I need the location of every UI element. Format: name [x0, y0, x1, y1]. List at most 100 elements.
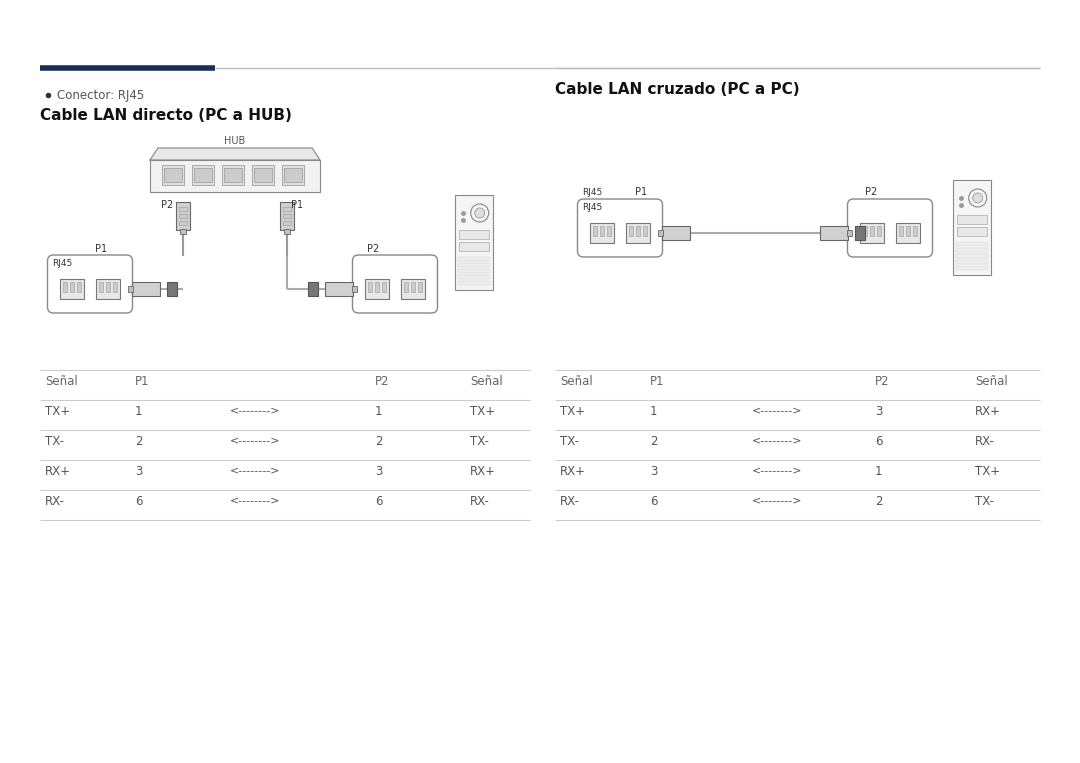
Bar — [458, 257, 490, 261]
Bar — [283, 214, 291, 218]
Text: 2: 2 — [375, 435, 382, 448]
Bar — [284, 168, 302, 182]
Bar — [162, 165, 184, 185]
Text: Cable LAN directo (PC a HUB): Cable LAN directo (PC a HUB) — [40, 108, 292, 123]
Bar — [957, 227, 987, 236]
Bar — [626, 223, 650, 243]
Text: 3: 3 — [650, 465, 658, 478]
Bar — [607, 226, 611, 236]
Bar — [629, 226, 633, 236]
Bar — [280, 202, 294, 230]
Bar — [192, 165, 214, 185]
Bar — [906, 226, 910, 236]
Bar — [224, 168, 242, 182]
Bar — [404, 282, 408, 292]
Bar — [368, 282, 372, 292]
Text: P2: P2 — [375, 375, 390, 388]
Bar — [113, 282, 117, 292]
Bar — [179, 207, 187, 211]
Text: 2: 2 — [135, 435, 143, 448]
Text: RX-: RX- — [561, 495, 580, 508]
Bar — [96, 279, 120, 299]
Text: Señal: Señal — [470, 375, 503, 388]
Bar — [283, 207, 291, 211]
Text: <-------->: <--------> — [230, 465, 280, 475]
Text: P1: P1 — [291, 200, 303, 210]
Text: Señal: Señal — [561, 375, 593, 388]
Bar — [167, 282, 177, 296]
Bar — [455, 195, 492, 290]
Bar — [458, 269, 490, 273]
Bar — [458, 275, 490, 279]
Bar — [180, 229, 186, 234]
Bar — [77, 282, 81, 292]
Text: <-------->: <--------> — [230, 495, 280, 505]
Text: P2: P2 — [161, 200, 173, 210]
Bar — [896, 223, 920, 243]
Bar — [60, 279, 84, 299]
Polygon shape — [150, 148, 320, 160]
Text: Cable LAN cruzado (PC a PC): Cable LAN cruzado (PC a PC) — [555, 82, 799, 97]
Bar — [913, 226, 917, 236]
Bar — [254, 168, 272, 182]
Bar — [382, 282, 386, 292]
Text: 1: 1 — [375, 405, 382, 418]
Circle shape — [475, 208, 485, 218]
Bar — [418, 282, 422, 292]
Bar — [106, 282, 110, 292]
Text: TX+: TX+ — [470, 405, 495, 418]
Bar — [957, 215, 987, 224]
FancyBboxPatch shape — [48, 255, 133, 313]
Bar — [352, 286, 357, 292]
Text: RJ45: RJ45 — [582, 203, 603, 212]
Bar — [847, 230, 852, 236]
Bar — [70, 282, 75, 292]
Bar — [365, 279, 389, 299]
Text: Conector: RJ45: Conector: RJ45 — [57, 89, 145, 102]
Bar — [590, 223, 615, 243]
Text: RJ45: RJ45 — [582, 188, 603, 197]
Text: P2: P2 — [367, 244, 379, 254]
Bar — [222, 165, 244, 185]
Text: P1: P1 — [135, 375, 149, 388]
Text: RX-: RX- — [975, 435, 995, 448]
Bar — [459, 242, 489, 251]
Text: <-------->: <--------> — [753, 435, 802, 445]
Text: P1: P1 — [635, 187, 647, 197]
Bar — [284, 229, 291, 234]
Bar — [129, 286, 133, 292]
Bar — [855, 226, 865, 240]
Bar — [411, 282, 415, 292]
Bar — [63, 282, 67, 292]
Text: 6: 6 — [875, 435, 882, 448]
Bar — [132, 282, 160, 296]
Bar — [252, 165, 274, 185]
Bar — [176, 202, 190, 230]
Text: P1: P1 — [650, 375, 664, 388]
Text: P1: P1 — [95, 244, 107, 254]
Text: 2: 2 — [875, 495, 882, 508]
Bar — [458, 263, 490, 267]
Text: 2: 2 — [650, 435, 658, 448]
Text: Señal: Señal — [45, 375, 78, 388]
Bar — [282, 165, 303, 185]
Bar — [283, 221, 291, 225]
Text: <-------->: <--------> — [230, 405, 280, 415]
Bar — [820, 226, 848, 240]
Text: 3: 3 — [135, 465, 143, 478]
Bar — [458, 281, 490, 285]
Text: 1: 1 — [875, 465, 882, 478]
FancyBboxPatch shape — [352, 255, 437, 313]
Text: TX+: TX+ — [975, 465, 1000, 478]
Bar — [658, 230, 663, 236]
Text: 6: 6 — [650, 495, 658, 508]
Bar — [643, 226, 647, 236]
Text: TX-: TX- — [470, 435, 489, 448]
Bar — [956, 248, 988, 252]
Text: RJ45: RJ45 — [53, 259, 72, 268]
Bar — [150, 160, 320, 192]
Text: TX-: TX- — [561, 435, 579, 448]
Text: RX+: RX+ — [45, 465, 71, 478]
Text: 6: 6 — [375, 495, 382, 508]
Text: 6: 6 — [135, 495, 143, 508]
